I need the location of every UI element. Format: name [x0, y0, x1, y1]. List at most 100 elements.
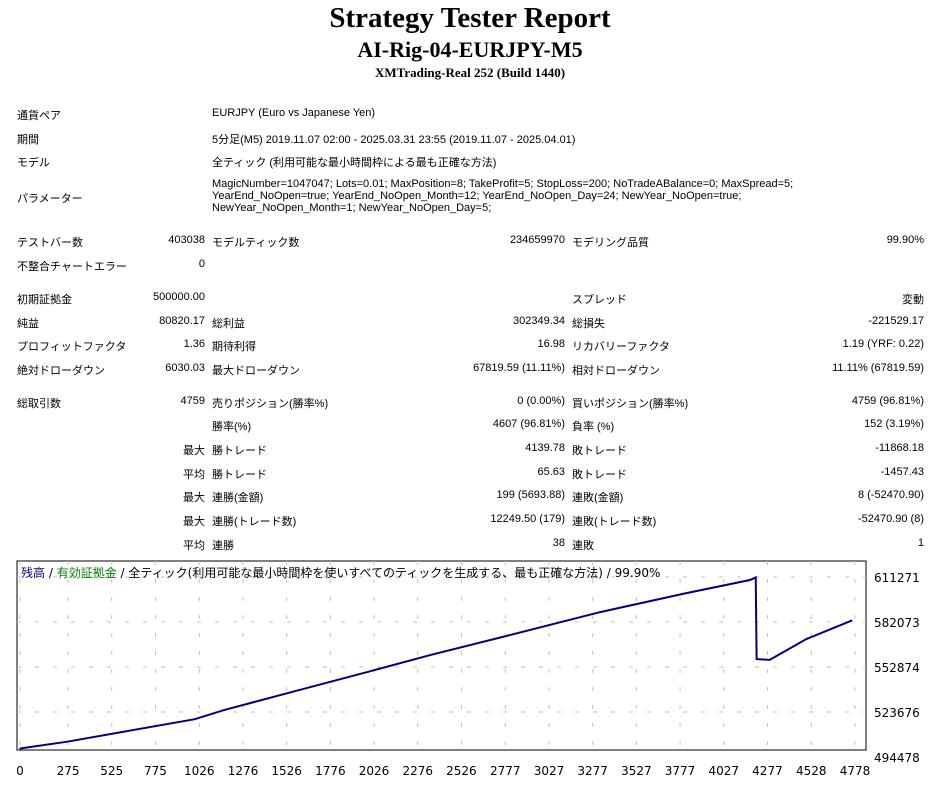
report-title: Strategy Tester Report: [329, 2, 611, 34]
balance-point: [193, 718, 196, 721]
balance-point: [19, 747, 21, 750]
x-tick-label: 1026: [184, 764, 215, 778]
x-tick-label: 3777: [665, 764, 696, 778]
legend-equity: 有効証拠金: [57, 565, 117, 580]
x-tick-label: 0: [16, 764, 24, 778]
x-tick-label: 2526: [446, 764, 477, 778]
params-value: MagicNumber=1047047; Lots=0.01; MaxPosit…: [212, 178, 852, 214]
x-tick-label: 3027: [534, 764, 565, 778]
stat-label: 勝率(%): [212, 421, 252, 433]
stat-value: 11.11% (67819.59): [832, 362, 924, 374]
balance-point: [850, 619, 853, 622]
balance-point: [124, 730, 126, 733]
stat-label: 連勝(トレード数): [212, 516, 297, 528]
legend-rest: / 全ティック(利用可能な最小時間枠を使いすべてのティックを生成する、最も正確な…: [117, 565, 661, 580]
stat-value: -11868.18: [875, 442, 924, 454]
x-tick-label: 775: [144, 764, 167, 778]
stat-label: 連勝(金額): [212, 492, 264, 504]
x-tick-label: 1526: [271, 764, 302, 778]
model-value: 全ティック (利用可能な最小時間枠による最も正確な方法): [212, 157, 497, 169]
symbol-label: 通貨ペア: [17, 110, 61, 122]
stat-value: 302349.34: [513, 315, 565, 327]
stat-value: 最大: [183, 516, 205, 528]
ea-name: AI-Rig-04-EURJPY-M5: [357, 37, 583, 62]
x-tick-label: 2777: [490, 764, 521, 778]
plot-frame: [16, 560, 867, 751]
stat-value: 平均: [183, 540, 205, 552]
y-tick-label: 552874: [874, 661, 920, 675]
stat-label: プロフィットファクタ: [17, 341, 127, 353]
stat-value: -52470.90 (8): [857, 513, 924, 525]
x-tick-label: 1276: [228, 764, 259, 778]
stat-label: 初期証拠金: [17, 294, 72, 306]
x-tick-label: 2026: [359, 764, 390, 778]
stat-value: 最大: [183, 445, 205, 457]
stat-value: -221529.17: [868, 315, 924, 327]
stat-value: 変動: [902, 294, 924, 306]
stat-label: 連勝: [212, 540, 234, 552]
balance-point: [429, 654, 432, 656]
stat-value: 1.36: [183, 338, 205, 350]
y-tick-label: 611271: [874, 571, 920, 585]
stat-label: 勝トレード: [212, 469, 267, 481]
x-tick-label: 1776: [315, 764, 346, 778]
stat-value: 403038: [168, 234, 205, 246]
balance-point: [683, 592, 685, 595]
stat-value: 8 (-52470.90): [857, 489, 924, 501]
x-tick-label: 4778: [840, 764, 871, 778]
stat-label: リカバリーファクタ: [572, 341, 670, 353]
x-tick-label: 4027: [708, 764, 739, 778]
stat-value: -1457.43: [880, 466, 924, 478]
stat-value: 234659970: [509, 234, 565, 246]
model-label: モデル: [17, 157, 50, 169]
stat-label: 勝トレード: [212, 445, 267, 457]
stat-label: 最大ドローダウン: [212, 365, 300, 377]
balance-point: [223, 709, 226, 711]
stat-value: 4139.78: [525, 442, 565, 454]
symbol-value: EURJPY (Euro vs Japanese Yen): [212, 107, 376, 119]
y-tick-label: 494478: [874, 751, 920, 765]
stat-value: 4759: [180, 395, 205, 407]
stat-value: 16.98: [537, 338, 565, 350]
stat-label: 負率 (%): [572, 421, 615, 433]
params-label: パラメーター: [17, 193, 83, 205]
stat-label: 純益: [17, 318, 39, 330]
period-label: 期間: [17, 134, 39, 146]
x-tick-label: 2276: [402, 764, 433, 778]
legend-sep1: /: [45, 566, 57, 580]
stat-value: 1: [917, 537, 924, 549]
x-tick-label: 3527: [621, 764, 652, 778]
stat-label: 総取引数: [17, 398, 61, 410]
stat-label: スプレッド: [572, 294, 627, 306]
balance-point: [67, 740, 69, 743]
stat-value: 80820.17: [159, 315, 205, 327]
params-line: MagicNumber=1047047; Lots=0.01; MaxPosit…: [212, 178, 794, 190]
stat-value: 4607 (96.81%): [492, 418, 565, 430]
stat-value: 1.19 (YRF: 0.22): [842, 338, 924, 350]
server-info: XMTrading-Real 252 (Build 1440): [374, 65, 566, 80]
stat-label: モデルティック数: [212, 237, 300, 249]
y-tick-label: 582073: [874, 616, 920, 630]
stat-label: 相対ドローダウン: [572, 365, 660, 377]
legend-balance: 残高: [21, 565, 45, 580]
stat-label: モデリング品質: [572, 237, 649, 249]
balance-point: [368, 670, 371, 673]
stat-label: 連敗: [572, 540, 594, 552]
stat-value: 500000.00: [153, 291, 205, 303]
stat-label: 総利益: [212, 318, 245, 330]
stat-value: 99.90%: [886, 234, 924, 246]
stat-label: 敗トレード: [572, 445, 627, 457]
x-tick-label: 525: [100, 764, 123, 778]
stat-label: テストバー数: [17, 237, 83, 249]
params-line: YearEnd_NoOpen=true; YearEnd_NoOpen_Mont…: [212, 190, 742, 202]
stat-label: 敗トレード: [572, 469, 627, 481]
balance-point: [749, 579, 751, 581]
stat-value: 65.63: [537, 466, 565, 478]
stat-label: 絶対ドローダウン: [17, 365, 105, 377]
stat-label: 不整合チャートエラー: [17, 261, 127, 273]
stat-value: 152 (3.19%): [864, 418, 924, 430]
stat-value: 0: [198, 258, 205, 270]
stat-value: 199 (5693.88): [496, 489, 566, 501]
stat-label: 買いポジション(勝率%): [572, 398, 689, 410]
balance-point: [298, 689, 301, 691]
